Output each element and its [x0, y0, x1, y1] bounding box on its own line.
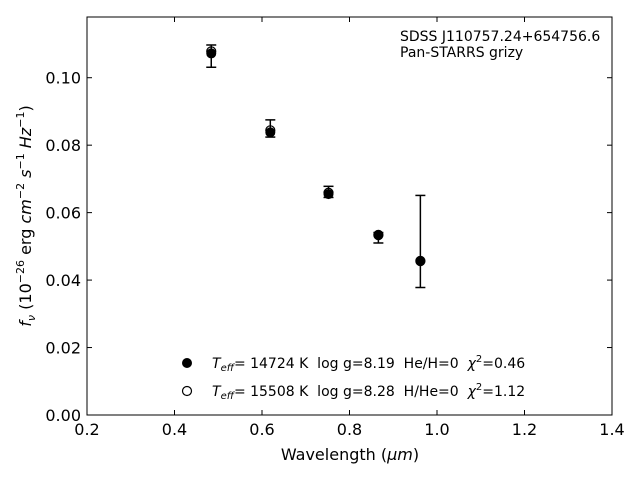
x-axis-ticks: 0.2 0.4 0.6 0.8 1.0 1.2 1.4: [74, 17, 625, 439]
x-tick-label: 0.4: [162, 420, 187, 439]
legend-entry-1: Teff= 14724 K log g=8.19 He/H=0 χ2=0.46: [212, 354, 525, 374]
legend-entry-2: Teff= 15508 K log g=8.28 H/He=0 χ2=1.12: [212, 382, 525, 402]
model-point-open: [265, 125, 276, 136]
x-axis-label: Wavelength (μm): [281, 445, 419, 464]
model-point-open: [373, 229, 384, 240]
y-axis-ticks: 0.00 0.02 0.04 0.06 0.08 0.10: [45, 69, 612, 425]
y-tick-label: 0.10: [45, 69, 81, 88]
x-tick-label: 1.2: [512, 420, 537, 439]
y-tick-label: 0.08: [45, 136, 81, 155]
y-tick-label: 0.04: [45, 271, 81, 290]
model-point-open: [415, 255, 426, 266]
legend-marker-open: [181, 385, 193, 397]
x-tick-label: 0.2: [74, 420, 99, 439]
data-points: [206, 46, 426, 267]
y-tick-label: 0.06: [45, 204, 81, 223]
legend: Teff= 14724 K log g=8.19 He/H=0 χ2=0.46 …: [181, 354, 525, 402]
x-tick-label: 0.6: [249, 420, 274, 439]
y-axis-label: fν (10−26 erg cm−2 s−1 Hz−1): [14, 105, 38, 326]
annotation-line-1: SDSS J110757.24+654756.6: [400, 29, 600, 45]
model-point-open: [323, 187, 334, 198]
plot-area: [86, 16, 613, 416]
x-tick-label: 1.4: [599, 420, 624, 439]
y-tick-label: 0.00: [45, 406, 81, 425]
legend-marker-filled: [182, 358, 192, 368]
x-tick-label: 1.0: [424, 420, 449, 439]
model-point-filled: [206, 48, 217, 59]
annotation-line-2: Pan-STARRS grizy: [400, 45, 523, 61]
y-tick-label: 0.02: [45, 339, 81, 358]
x-tick-label: 0.8: [337, 420, 362, 439]
model-point-filled: [265, 127, 276, 138]
model-point-open: [206, 46, 217, 57]
